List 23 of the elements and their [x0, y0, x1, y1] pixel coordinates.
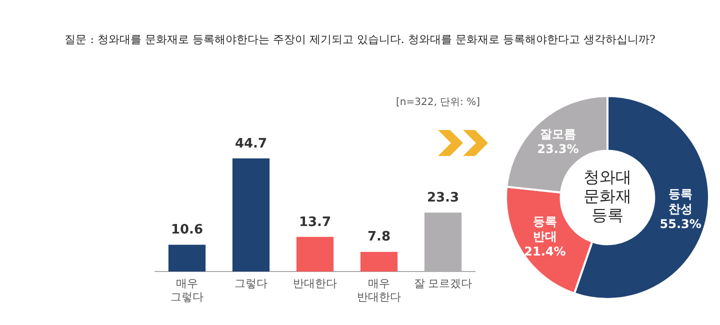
data-label: 44.7: [234, 136, 268, 152]
text: 청와대 문화재 등록: [584, 168, 632, 225]
chart-title: 질문 : 청와대를 문화재로 등록해야한다는 주장이 제기되고 있습니다. 청와대를 문화재로 등록해야한다고 생각하십니까?: [64, 32, 656, 47]
x-tick-label: 매우 반대한다: [357, 278, 401, 304]
x-tick-label: 그렇다: [234, 278, 268, 290]
data-label: 21.4%: [524, 244, 566, 258]
slice-label: 잘모름: [540, 127, 576, 142]
data-label: 55.3%: [660, 216, 702, 231]
bar: [232, 158, 270, 272]
x-tick-label: 잘 모르겠다: [414, 278, 472, 290]
bar: [360, 252, 398, 272]
slice-label: 등록 찬성: [668, 186, 693, 216]
data-label: 23.3%: [537, 142, 579, 156]
x-tick-label: 반대한다: [293, 278, 337, 290]
slice-label: 등록 반대: [532, 214, 557, 244]
text: [n=322, 단위: %]: [396, 96, 480, 109]
data-label: 10.6: [170, 222, 204, 238]
bar: [296, 236, 334, 272]
bar: [168, 244, 206, 272]
data-label: 23.3: [426, 190, 460, 206]
x-tick-label: 매우 그렇다: [170, 278, 204, 304]
data-label: 13.7: [298, 214, 332, 230]
data-label: 7.8: [367, 230, 391, 245]
